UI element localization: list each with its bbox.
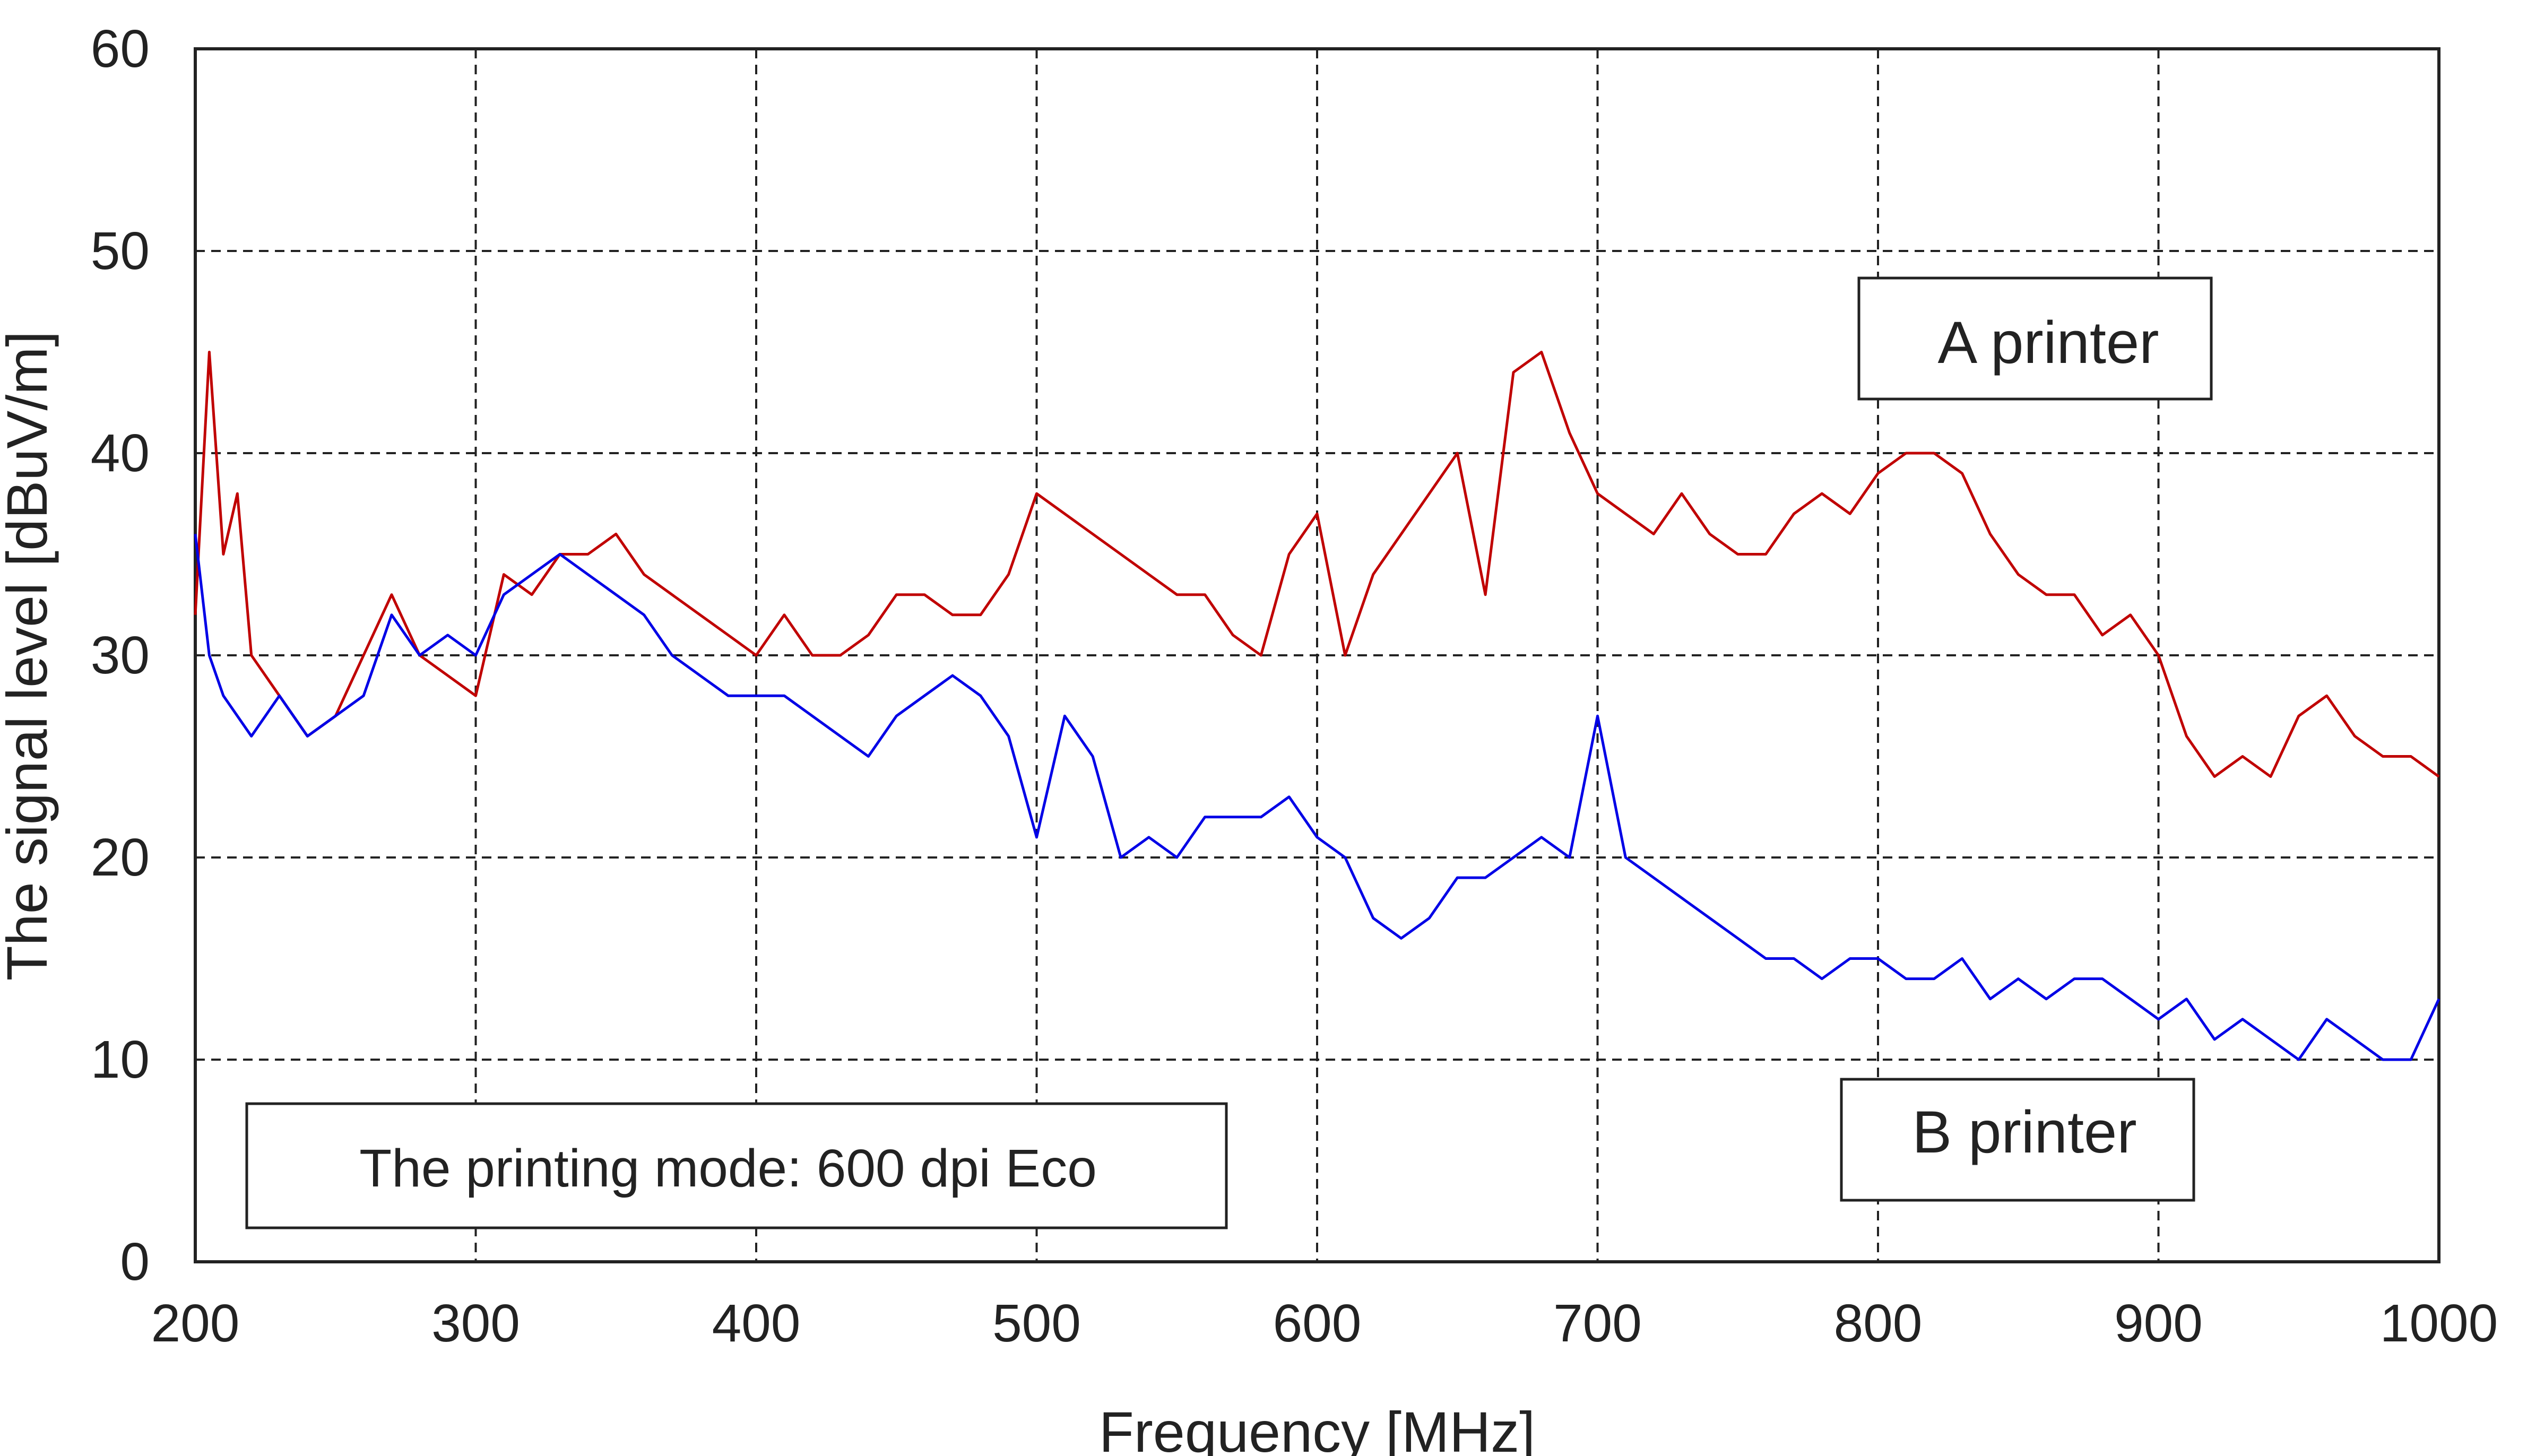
- x-tick-label-300: 300: [431, 1294, 520, 1353]
- x-tick-label-900: 900: [2114, 1294, 2203, 1353]
- y-tick-label-60: 60: [91, 19, 150, 79]
- x-tick-label-1000: 1000: [2380, 1294, 2498, 1353]
- printing-mode-box: [245, 1102, 1228, 1229]
- y-tick-label-20: 20: [91, 828, 150, 887]
- x-axis-title: Frequency [MHz]: [1099, 1400, 1535, 1456]
- b-printer-label: B printer: [1912, 1099, 2136, 1165]
- series-group: [194, 351, 2441, 1061]
- printing-mode-label: The printing mode: 600 dpi Eco: [359, 1139, 1097, 1198]
- series-line-a-printer: [194, 351, 2440, 778]
- b-printer-label-box: [1840, 1078, 2195, 1202]
- series-line-b-printer: [194, 534, 2441, 1061]
- x-tick-label-600: 600: [1273, 1294, 1362, 1353]
- x-tick-label-500: 500: [992, 1294, 1081, 1353]
- x-tick-label-200: 200: [151, 1294, 240, 1353]
- a-printer-label: A printer: [1937, 309, 2159, 376]
- x-tick-label-800: 800: [1834, 1294, 1923, 1353]
- y-tick-label-10: 10: [91, 1030, 150, 1089]
- a-printer-label-box: [1857, 276, 2213, 401]
- tick-labels: 200 300 400 500 600 700 800 900 1000 0 10 20 30 40 50 6…: [91, 19, 2498, 1353]
- plot-frame: [194, 47, 2441, 1263]
- y-axis-title: The signal level [dBuV/m]: [0, 331, 59, 981]
- y-tick-label-30: 30: [91, 626, 150, 685]
- y-tick-label-50: 50: [91, 221, 150, 281]
- grid: [195, 49, 2439, 1262]
- y-tick-label-40: 40: [91, 423, 150, 483]
- y-tick-label-0: 0: [120, 1232, 150, 1292]
- x-tick-label-400: 400: [712, 1294, 801, 1353]
- x-tick-label-700: 700: [1553, 1294, 1642, 1353]
